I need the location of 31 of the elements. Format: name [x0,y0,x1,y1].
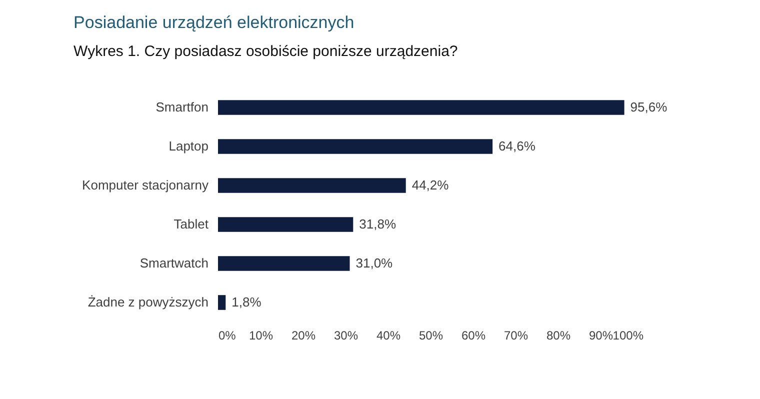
x-tick-label: 40% [376,328,401,342]
chart-title: Posiadanie urządzeń elektronicznych [74,13,354,32]
x-tick-label: 10% [248,328,274,342]
x-tick-label: 90% [588,328,614,342]
x-tick-label: 70% [504,328,528,342]
y-tick-label: Komputer stacjonarny [82,178,209,192]
y-tick-label: Żadne z powyższych [88,294,208,310]
bar [218,178,406,193]
bar [218,295,226,310]
data-label: 31,0% [356,256,394,270]
x-tick-label: 100% [612,328,644,342]
x-tick-label: 20% [291,328,316,342]
chart-subtitle: Wykres 1. Czy posiadasz osobiście poniższe urządzenia? [74,43,458,60]
bar [218,217,354,232]
y-tick-label: Smartwatch [140,256,208,270]
bar [218,100,624,115]
bar [218,256,350,271]
data-label: 64,6% [498,138,536,154]
bar [218,139,493,154]
data-label: 44,2% [412,178,450,192]
data-label: 95,6% [630,100,668,114]
y-tick-label: Smartfon [156,100,208,114]
y-tick-label: Tablet [174,216,209,232]
y-tick-label: Laptop [168,138,208,154]
x-tick-label: 0% [218,328,236,342]
x-tick-label: 80% [546,328,571,342]
data-label: 31,8% [359,216,396,232]
x-tick-label: 30% [334,328,358,342]
x-tick-label: 50% [418,328,444,342]
x-tick-label: 60% [461,328,486,342]
data-label: 1,8% [232,294,262,310]
